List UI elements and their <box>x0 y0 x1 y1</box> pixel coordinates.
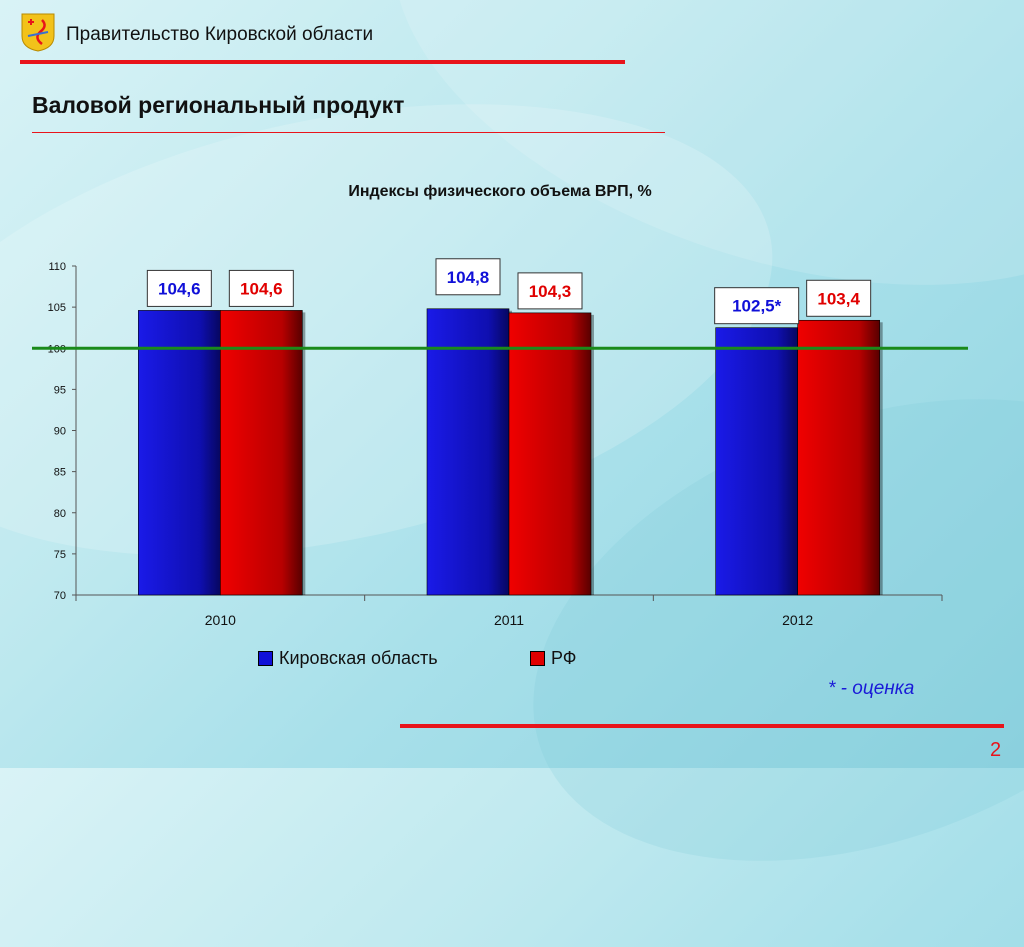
y-tick-label: 85 <box>54 467 66 479</box>
x-tick-label: 2011 <box>494 612 524 628</box>
legend-label-rf: РФ <box>551 648 577 668</box>
legend-label-kirov: Кировская область <box>279 648 438 668</box>
data-label: 103,4 <box>817 289 860 308</box>
bar-kirov <box>138 310 221 596</box>
chart-title: Индексы физического объема ВРП, % <box>348 183 652 200</box>
data-label-box <box>714 287 800 325</box>
data-label: 104,6 <box>158 279 201 298</box>
kirov-coat-of-arms-icon <box>21 13 55 52</box>
data-label-box <box>435 258 501 296</box>
data-label: 104,8 <box>447 268 490 287</box>
page-number: 2 <box>990 739 1002 761</box>
header-divider <box>20 60 625 64</box>
data-label: 102,5* <box>732 297 782 316</box>
legend-item-rf: РФ <box>530 648 577 669</box>
org-title: Правительство Кировской области <box>66 24 374 45</box>
y-tick-label: 95 <box>54 384 66 396</box>
data-label-box <box>146 269 212 307</box>
bar-kirov <box>715 327 798 596</box>
y-tick-label: 80 <box>54 508 66 520</box>
legend-item-kirov: Кировская область <box>258 648 438 669</box>
bar-rf <box>797 319 880 596</box>
x-tick-label: 2012 <box>782 612 813 628</box>
bar-rf <box>220 310 303 596</box>
data-label-box <box>806 279 872 317</box>
data-label-box <box>517 272 583 310</box>
data-label: 104,3 <box>529 282 572 301</box>
title-underline <box>32 132 665 133</box>
y-tick-label: 105 <box>48 302 66 314</box>
footer-divider <box>400 724 1004 728</box>
x-tick-label: 2010 <box>205 612 236 628</box>
legend-swatch-rf <box>530 651 545 666</box>
bar-chart: 707580859095100105110201020112012104,610… <box>32 258 968 628</box>
legend-swatch-kirov <box>258 651 273 666</box>
bar-rf <box>508 312 592 596</box>
page-title: Валовой региональный продукт <box>32 92 405 118</box>
y-tick-label: 70 <box>54 590 66 602</box>
footnote: * - оценка <box>828 678 915 699</box>
bar-kirov <box>426 308 510 596</box>
y-tick-label: 90 <box>54 426 66 438</box>
y-tick-label: 75 <box>54 549 66 561</box>
y-tick-label: 110 <box>48 261 66 273</box>
data-label: 104,6 <box>240 279 283 298</box>
data-label-box <box>228 269 294 307</box>
